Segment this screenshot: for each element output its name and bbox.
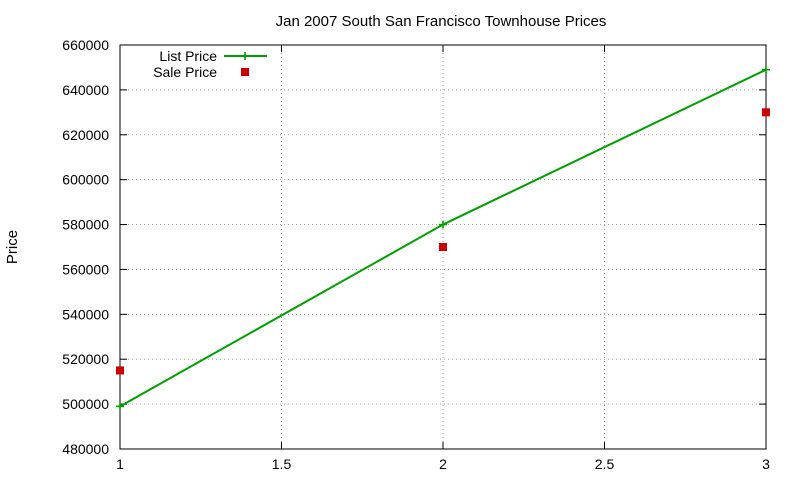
grid [120,45,766,449]
data-point-plus [439,220,447,229]
series-0 [116,65,770,411]
legend-item: Sale Price [153,64,249,80]
data-point-plus [116,402,124,411]
data-point-square [116,366,124,375]
y-tick-label: 480000 [62,441,109,457]
x-tick-label: 3 [762,456,770,472]
y-axis-label: Price [4,230,21,264]
legend-label: List Price [159,48,217,64]
x-tick-label: 1.5 [272,456,292,472]
data-point-plus [762,65,770,74]
axis-ticks: 480000 500000 520000 540000 560000 580000 6000… [62,37,770,472]
chart-title: Jan 2007 South San Francisco Townhouse P… [276,13,607,30]
y-tick-label: 580000 [62,217,109,233]
x-tick-label: 2.5 [595,456,615,472]
data-point-square [762,108,770,117]
legend-plus-marker [241,52,249,60]
y-tick-label: 560000 [62,261,109,277]
x-tick-label: 1 [116,456,124,472]
y-tick-label: 500000 [62,396,109,412]
legend-item: List Price [159,48,267,64]
x-tick-label: 2 [439,456,447,472]
series-layer [116,65,770,411]
data-point-square [439,243,447,251]
plot-frame [119,44,767,450]
y-tick-label: 640000 [62,82,109,98]
series-1 [116,108,770,375]
y-tick-label: 620000 [62,127,109,143]
series-line [119,68,767,408]
y-tick-label: 520000 [62,351,109,367]
legend-square-marker [241,68,249,76]
y-tick-label: 600000 [62,172,109,188]
y-tick-label: 540000 [62,306,109,322]
legend-label: Sale Price [153,64,217,80]
y-tick-label: 660000 [62,37,109,53]
